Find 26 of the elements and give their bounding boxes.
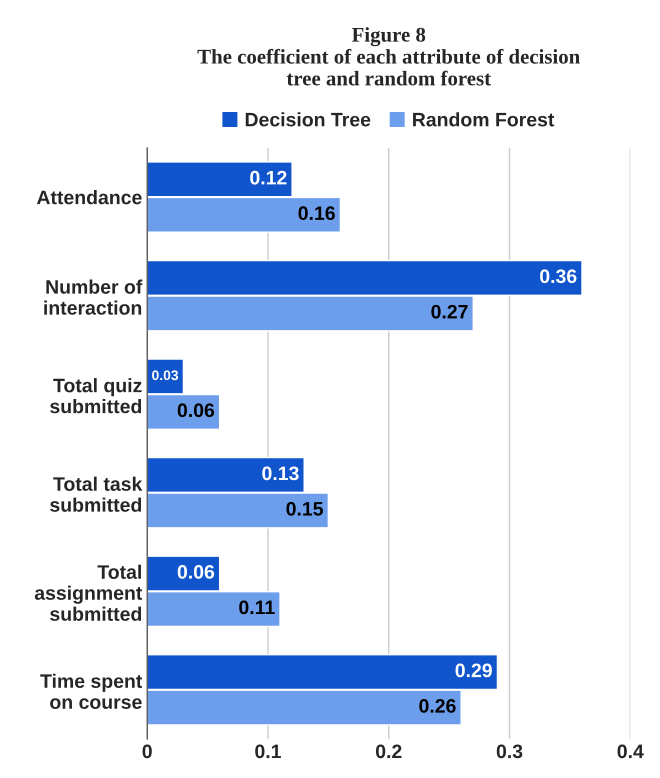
- legend-label: Random Forest: [413, 112, 554, 126]
- data-label: 0.36: [540, 269, 576, 284]
- y-tick-label: Time spent on course: [40, 674, 142, 709]
- data-label: 0.03: [152, 370, 178, 380]
- x-tick-label: 0.4: [618, 744, 644, 758]
- chart-title: Figure 8 The coefficient of each attribute of decision tree and random forest: [198, 27, 580, 86]
- data-label: 0.16: [298, 206, 335, 220]
- legend-label: Decision Tree: [246, 112, 370, 126]
- y-tick-label: Total assignment submitted: [34, 564, 142, 621]
- data-label: 0.27: [431, 304, 468, 319]
- data-label: 0.12: [250, 170, 287, 185]
- x-tick-label: 0.3: [496, 744, 522, 758]
- y-tick-label: Total quiz submitted: [50, 378, 142, 414]
- data-label: 0.26: [419, 699, 456, 713]
- y-tick-label: Number of interaction: [44, 280, 142, 315]
- y-tick-label: Attendance: [36, 190, 142, 204]
- data-label: 0.11: [239, 600, 275, 614]
- x-tick-label: 0.2: [376, 744, 402, 758]
- y-tick-label: Total task submitted: [50, 476, 142, 512]
- data-label: 0.29: [456, 664, 492, 678]
- x-tick-label: 0: [142, 744, 152, 758]
- data-label: 0.15: [286, 502, 323, 516]
- x-tick-label: 0.1: [255, 744, 281, 758]
- data-label: 0.06: [178, 403, 214, 418]
- data-label: 0.06: [178, 564, 214, 579]
- data-label: 0.13: [262, 466, 299, 480]
